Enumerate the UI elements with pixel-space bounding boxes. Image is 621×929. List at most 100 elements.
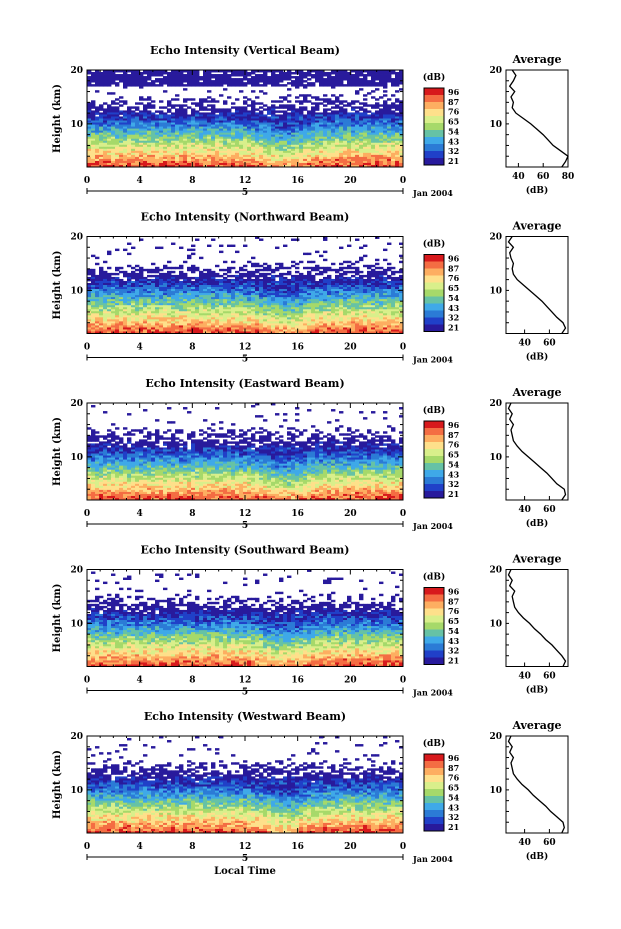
heatmap-cell bbox=[171, 72, 176, 75]
heatmap-cell bbox=[175, 305, 180, 308]
heatmap-cell bbox=[315, 164, 320, 168]
heatmap-cell bbox=[347, 282, 352, 286]
heatmap-cell bbox=[275, 158, 280, 162]
heatmap-cell bbox=[259, 116, 264, 119]
heatmap-cell bbox=[391, 293, 396, 296]
heatmap-cell bbox=[351, 82, 356, 85]
heatmap-cell bbox=[323, 295, 328, 298]
heatmap-cell bbox=[147, 110, 152, 113]
heatmap-cell bbox=[123, 297, 128, 300]
heatmap-cell bbox=[99, 276, 104, 280]
heatmap-cell bbox=[259, 80, 264, 83]
heatmap-cell bbox=[95, 285, 100, 288]
heatmap-cell bbox=[107, 291, 112, 294]
heatmap-cell bbox=[187, 268, 192, 272]
heatmap-cell bbox=[127, 158, 132, 162]
heatmap-cell bbox=[187, 122, 192, 125]
heatmap-cell bbox=[143, 70, 148, 73]
heatmap-cell bbox=[323, 78, 328, 81]
heatmap-cell bbox=[271, 80, 276, 83]
heatmap-cell bbox=[119, 305, 124, 308]
heatmap-cell bbox=[203, 160, 208, 164]
heatmap-cell bbox=[123, 100, 128, 103]
heatmap-cell bbox=[327, 154, 332, 158]
heatmap-cell bbox=[151, 289, 156, 292]
heatmap-cell bbox=[387, 118, 392, 121]
heatmap-cell bbox=[95, 118, 100, 121]
heatmap-cell bbox=[319, 72, 324, 75]
heatmap-cell bbox=[263, 276, 268, 280]
heatmap-cell bbox=[371, 144, 376, 148]
heatmap-cell bbox=[175, 282, 180, 286]
heatmap-cell bbox=[167, 104, 172, 107]
heatmap-cell bbox=[147, 301, 152, 304]
heatmap-cell bbox=[243, 299, 248, 302]
heatmap-cell bbox=[263, 152, 268, 156]
heatmap-cell bbox=[119, 142, 124, 146]
heatmap-cell bbox=[259, 132, 264, 136]
heatmap-cell bbox=[347, 122, 352, 125]
heatmap-cell bbox=[211, 82, 216, 85]
heatmap-cell bbox=[231, 144, 236, 148]
heatmap-cell bbox=[299, 162, 304, 166]
heatmap-cell bbox=[299, 260, 304, 264]
heatmap-cell bbox=[111, 122, 116, 125]
heatmap-cell bbox=[111, 158, 116, 162]
heatmap-cell bbox=[275, 132, 280, 136]
heatmap-cell bbox=[127, 272, 132, 276]
heatmap-cell bbox=[99, 76, 104, 79]
heatmap-cell bbox=[211, 130, 216, 134]
heatmap-cell bbox=[243, 82, 248, 85]
heatmap-cell bbox=[335, 106, 340, 109]
heatmap-cell bbox=[227, 112, 232, 115]
heatmap-cell bbox=[103, 148, 108, 152]
heatmap-cell bbox=[231, 297, 236, 300]
heatmap-cell bbox=[203, 285, 208, 288]
heatmap-cell bbox=[151, 140, 156, 144]
heatmap-cell bbox=[175, 70, 180, 73]
heatmap-cell bbox=[335, 278, 340, 282]
heatmap-cell bbox=[115, 126, 120, 129]
heatmap-cell bbox=[183, 128, 188, 132]
heatmap-cell bbox=[279, 160, 284, 164]
heatmap-cell bbox=[143, 299, 148, 302]
heatmap-cell bbox=[159, 278, 164, 282]
heatmap-cell bbox=[375, 146, 380, 150]
heatmap-cell bbox=[123, 164, 128, 168]
heatmap-cell bbox=[123, 136, 128, 140]
heatmap-cell bbox=[119, 116, 124, 119]
heatmap-cell bbox=[195, 307, 200, 310]
heatmap-cell bbox=[399, 70, 404, 73]
heatmap-cell bbox=[279, 118, 284, 121]
heatmap-cell bbox=[231, 80, 236, 83]
heatmap-cell bbox=[175, 289, 180, 292]
heatmap-cell bbox=[175, 160, 180, 164]
heatmap-cell bbox=[347, 160, 352, 164]
heatmap-cell bbox=[359, 112, 364, 115]
heatmap-cell bbox=[223, 80, 228, 83]
heatmap-cell bbox=[175, 164, 180, 168]
heatmap-cell bbox=[323, 148, 328, 152]
heatmap-cell bbox=[315, 250, 320, 254]
heatmap-cell bbox=[343, 128, 348, 132]
heatmap-cell bbox=[339, 118, 344, 121]
heatmap-cell bbox=[387, 128, 392, 132]
heatmap-cell bbox=[371, 132, 376, 136]
heatmap-cell bbox=[151, 136, 156, 140]
heatmap-cell bbox=[195, 158, 200, 162]
heatmap-cell bbox=[323, 160, 328, 164]
heatmap-cell bbox=[279, 282, 284, 286]
heatmap-cell bbox=[335, 76, 340, 79]
heatmap-cell bbox=[271, 142, 276, 146]
heatmap-cell bbox=[179, 295, 184, 298]
heatmap-cell bbox=[355, 307, 360, 310]
heatmap-cell bbox=[179, 110, 184, 113]
heatmap-cell bbox=[207, 70, 212, 73]
heatmap-cell bbox=[363, 110, 368, 113]
heatmap-cell bbox=[175, 76, 180, 79]
heatmap-cell bbox=[267, 106, 272, 109]
heatmap-cell bbox=[311, 124, 316, 127]
heatmap-cell bbox=[227, 278, 232, 282]
heatmap-cell bbox=[95, 148, 100, 152]
heatmap-cell bbox=[95, 84, 100, 87]
